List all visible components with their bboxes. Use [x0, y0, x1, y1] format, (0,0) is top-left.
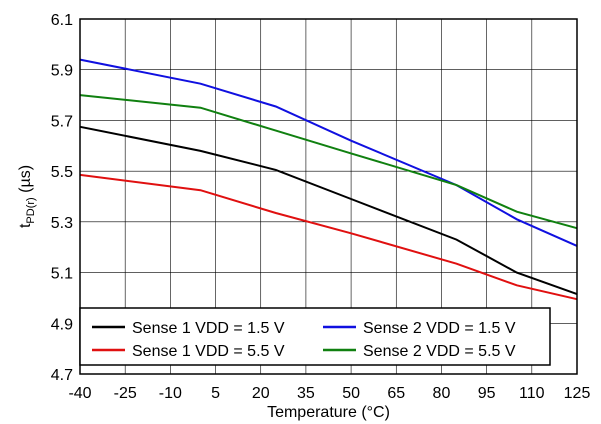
x-tick-label: 95: [478, 385, 496, 402]
series-lines: [79, 58, 578, 301]
x-tick-label: -10: [159, 385, 182, 402]
y-tick-label: 5.7: [51, 113, 73, 130]
x-tick-label: 35: [297, 385, 315, 402]
legend-label-3: Sense 1 VDD = 5.5 V: [132, 343, 285, 360]
x-tick-label: 20: [252, 385, 270, 402]
y-tick-label: 5.3: [51, 215, 73, 232]
x-tick-label: 65: [387, 385, 405, 402]
y-tick-label: 4.7: [51, 367, 73, 384]
legend: Sense 1 VDD = 1.5 V Sense 2 VDD = 1.5 V Se…: [79, 307, 551, 366]
x-tick-label: 125: [564, 385, 591, 402]
x-axis-ticks: -40 -25 -10 5 20 35 50 65 80 95 110 125: [68, 385, 590, 402]
series-line-3: [79, 173, 578, 301]
x-tick-label: 5: [211, 385, 220, 402]
y-tick-label: 5.5: [51, 164, 73, 181]
y-tick-label: 6.1: [51, 12, 73, 29]
legend-label-2: Sense 2 VDD = 1.5 V: [363, 320, 516, 337]
y-tick-label: 5.1: [51, 266, 73, 283]
legend-label-1: Sense 1 VDD = 1.5 V: [132, 320, 285, 337]
plot-frame: [79, 18, 578, 375]
y-tick-label: 5.9: [51, 63, 73, 80]
x-axis-label: Temperature (°C): [267, 404, 390, 421]
x-tick-label: 50: [342, 385, 360, 402]
x-tick-label: 80: [433, 385, 451, 402]
y-axis-label-unit: (µs): [17, 165, 34, 197]
y-axis-label-subscript: PD(r): [25, 197, 37, 223]
x-tick-label: -25: [114, 385, 137, 402]
x-tick-label: -40: [68, 385, 91, 402]
series-line-2: [79, 58, 578, 247]
series-line-1: [79, 125, 578, 296]
legend-label-4: Sense 2 VDD = 5.5 V: [363, 343, 516, 360]
y-tick-label: 4.9: [51, 316, 73, 333]
y-axis-ticks: 4.7 4.9 5.1 5.3 5.5 5.7 5.9 6.1: [51, 12, 73, 384]
series-line-4: [79, 94, 578, 230]
y-axis-label: tPD(r) (µs): [17, 165, 37, 228]
legend-box: [79, 307, 551, 366]
y-axis-label-main: t: [17, 223, 34, 228]
x-tick-label: 110: [519, 385, 545, 402]
